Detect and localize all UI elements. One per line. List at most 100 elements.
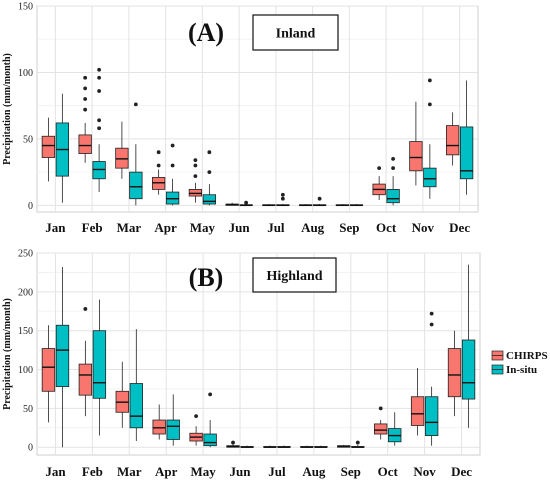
box-body — [55, 324, 70, 388]
month-label-a: Dec — [449, 220, 470, 235]
month-label-b: Oct — [378, 464, 399, 479]
box-body — [41, 135, 56, 158]
box-insitu-a — [349, 204, 364, 207]
panel-title-box-b — [252, 257, 337, 293]
outlier-point — [429, 322, 434, 327]
month-label-b: Jul — [268, 464, 286, 479]
box-insitu-a — [55, 93, 70, 203]
month-label-a: Feb — [82, 220, 103, 235]
box-insitu-b — [351, 440, 365, 448]
box-body — [445, 125, 460, 156]
box-body — [41, 348, 56, 392]
month-label-b: Apr — [155, 464, 178, 479]
outlier-point — [83, 75, 88, 80]
outlier-point — [391, 166, 396, 171]
box-chirps-b — [78, 307, 93, 417]
box-body — [461, 339, 476, 400]
month-label-b: Dec — [451, 464, 472, 479]
y-tick-label-b: 100 — [18, 365, 33, 376]
box-chirps-b — [447, 330, 462, 417]
panel-title-box-a — [252, 14, 339, 51]
panel-b-highland: 0 50 100 150 200 250 Precipitation (mm/month) J… — [2, 249, 481, 479]
y-tick-label-b: 0 — [28, 443, 33, 454]
box-chirps-b — [41, 325, 56, 423]
box-body — [459, 126, 474, 180]
box-chirps-a — [298, 204, 313, 207]
outlier-point — [231, 440, 235, 445]
box-chirps-a — [335, 204, 350, 207]
box-body — [129, 383, 143, 429]
box-body — [78, 363, 93, 396]
outlier-point — [208, 392, 213, 397]
month-label-a: Jan — [45, 220, 66, 235]
outlier-point — [194, 414, 199, 419]
panel-title-b: Highland — [266, 269, 322, 284]
box-insitu-a — [459, 80, 474, 195]
box-insitu-b — [166, 394, 180, 446]
box-chirps-a — [445, 112, 460, 166]
month-label-a: Mar — [117, 220, 142, 235]
box-body — [166, 419, 180, 440]
box-body — [386, 189, 400, 204]
box-body — [129, 171, 143, 200]
outlier-point — [156, 150, 161, 155]
box-chirps-a — [409, 101, 423, 186]
box-chirps-a — [41, 117, 56, 182]
month-label-a: Sep — [339, 220, 359, 235]
box-insitu-b — [203, 392, 217, 448]
y-tick-label-b: 50 — [23, 404, 33, 415]
outlier-point — [378, 406, 383, 411]
box-chirps-b — [263, 445, 277, 448]
outlier-point — [244, 200, 249, 205]
outlier-point — [97, 75, 102, 80]
panel-letter-a: (A) — [188, 18, 224, 47]
box-body — [447, 348, 462, 398]
outlier-point — [427, 102, 432, 107]
outlier-point — [317, 196, 322, 201]
box-chirps-b — [189, 414, 203, 446]
box-body — [152, 419, 166, 435]
box-insitu-b — [277, 445, 291, 448]
box-insitu-a — [92, 67, 106, 193]
outlier-point — [97, 118, 102, 123]
outlier-point — [193, 158, 198, 163]
outlier-point — [97, 126, 102, 131]
box-chirps-a — [225, 202, 239, 206]
box-body — [423, 167, 437, 188]
y-tick-label-b: 250 — [18, 249, 33, 260]
outlier-point — [170, 163, 175, 168]
month-label-b: Jan — [45, 464, 66, 479]
outlier-point — [193, 174, 198, 179]
outlier-point — [391, 156, 396, 161]
box-insitu-b — [424, 311, 439, 446]
box-body — [374, 423, 388, 435]
outlier-point — [207, 170, 212, 175]
box-chirps-b — [374, 406, 388, 440]
box-insitu-a — [239, 200, 253, 207]
box-chirps-a — [151, 150, 166, 195]
y-tick-label-a: 50 — [23, 134, 33, 145]
box-body — [78, 134, 92, 154]
panel-a-inland: 0 50 100 150 Precipitation (mm/month) Jan Feb M… — [2, 2, 479, 235]
box-insitu-b — [314, 445, 328, 448]
outlier-point — [355, 440, 360, 445]
outlier-point — [280, 196, 285, 201]
box-chirps-a — [262, 204, 276, 207]
outlier-point — [97, 67, 102, 72]
y-tick-label-a: 0 — [28, 201, 33, 212]
month-label-a: Aug — [301, 220, 325, 235]
box-chirps-b — [152, 404, 166, 440]
box-chirps-b — [115, 361, 129, 428]
month-label-b: Aug — [302, 464, 326, 479]
box-insitu-b — [92, 299, 107, 436]
box-body — [410, 396, 425, 426]
outlier-point — [429, 311, 434, 316]
outlier-point — [207, 150, 212, 155]
box-body — [202, 194, 217, 205]
outlier-point — [83, 97, 88, 101]
outlier-point — [133, 102, 138, 107]
outlier-point — [170, 143, 175, 148]
month-label-b: Feb — [82, 464, 103, 479]
panel-letter-b: (B) — [189, 263, 224, 292]
